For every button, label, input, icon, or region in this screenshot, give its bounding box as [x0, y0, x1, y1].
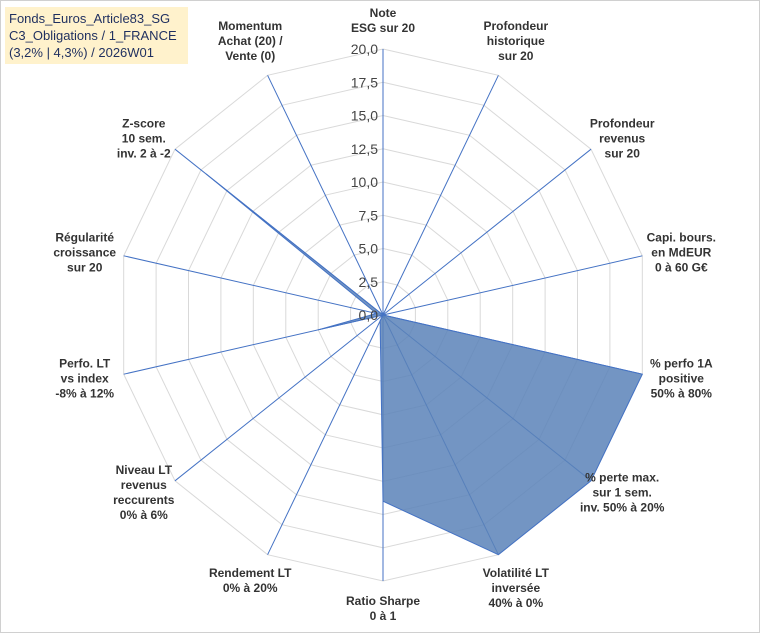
axis-label-1: Profondeur historique sur 20 — [483, 19, 548, 63]
axis-label-2-line-0: Profondeur — [590, 116, 655, 130]
axis-label-12-line-1: 10 sem. — [122, 131, 166, 145]
axis-label-5-line-2: inv. 50% à 20% — [580, 501, 665, 515]
axis-label-13-line-2: Vente (0) — [225, 49, 275, 63]
chart-title-line-3: (3,2% | 4,3%) / 2026W01 — [9, 45, 155, 60]
axis-spoke-3 — [382, 255, 643, 316]
axis-label-6-line-2: 40% à 0% — [488, 596, 543, 610]
series-area-polygon — [205, 173, 644, 556]
tick-label-4: 10,0 — [351, 174, 378, 190]
axis-spoke-13 — [267, 75, 384, 316]
axis-label-6-line-1: inversée — [491, 581, 540, 595]
tick-label-6: 15,0 — [351, 108, 378, 124]
axis-label-13-line-0: Momentum — [218, 19, 282, 33]
axis-spoke-11 — [123, 255, 384, 316]
tick-label-0: 0,0 — [359, 307, 379, 323]
axis-label-10-line-1: vs index — [61, 372, 109, 386]
axis-label-10: Perfo. LT vs index -8% à 12% — [55, 357, 114, 401]
axis-label-13: Momentum Achat (20) / Vente (0) — [218, 19, 283, 63]
axis-label-4-line-0: % perfo 1A — [650, 357, 713, 371]
axis-label-2-line-2: sur 20 — [605, 146, 641, 160]
axis-label-8-line-0: Rendement LT — [209, 566, 292, 580]
axis-label-0: Note ESG sur 20 — [351, 6, 415, 35]
axis-label-10-line-0: Perfo. LT — [59, 357, 111, 371]
axis-spoke-1 — [382, 75, 499, 316]
axis-label-0-line-1: ESG sur 20 — [351, 21, 415, 35]
axis-label-12-line-2: inv. 2 à -2 — [117, 146, 171, 160]
axis-label-0-line-0: Note — [370, 6, 397, 20]
axis-label-12-line-0: Z-score — [122, 116, 166, 130]
axis-label-11-line-2: sur 20 — [67, 260, 103, 274]
axis-label-9: Niveau LT revenus reccurents 0% à 6% — [113, 463, 175, 522]
axis-label-7-line-0: Ratio Sharpe — [346, 594, 420, 608]
axis-label-9-line-3: 0% à 6% — [120, 508, 168, 522]
axis-label-9-line-1: revenus — [121, 478, 167, 492]
axis-label-3-line-1: en MdEUR — [651, 245, 711, 259]
axis-label-12: Z-score 10 sem. inv. 2 à -2 — [117, 116, 171, 160]
axis-label-2: Profondeur revenus sur 20 — [590, 116, 655, 160]
axis-label-7-line-1: 0 à 1 — [370, 609, 397, 623]
axis-label-2-line-1: revenus — [599, 131, 645, 145]
tick-label-1: 2,5 — [359, 274, 379, 290]
axis-label-1-line-2: sur 20 — [498, 49, 534, 63]
axis-label-8-line-1: 0% à 20% — [223, 581, 278, 595]
axis-label-4-line-1: positive — [659, 372, 705, 386]
axis-label-11-line-0: Régularité — [55, 230, 114, 244]
tick-label-5: 12,5 — [351, 141, 378, 157]
axis-spoke-9 — [174, 314, 384, 482]
axis-label-9-line-2: reccurents — [113, 493, 175, 507]
axis-label-11-line-1: croissance — [53, 245, 116, 259]
axis-label-1-line-0: Profondeur — [483, 19, 548, 33]
axis-label-1-line-1: historique — [487, 34, 545, 48]
tick-label-8: 20,0 — [351, 41, 378, 57]
axis-spoke-8 — [267, 314, 384, 555]
axis-label-6: Volatilité LT inversée 40% à 0% — [483, 566, 550, 610]
chart-title-line-1: Fonds_Euros_Article83_SG — [9, 11, 171, 26]
axis-label-3: Capi. bours. en MdEUR 0 à 60 G€ — [647, 230, 716, 274]
category-axis-labels: Note ESG sur 20 Profondeur historique sur 20… — [53, 6, 716, 623]
tick-label-7: 17,5 — [351, 74, 378, 90]
chart-title: Fonds_Euros_Article83_SG C3_Obligations … — [5, 7, 188, 64]
axis-label-9-line-0: Niveau LT — [116, 463, 173, 477]
axis-label-13-line-1: Achat (20) / — [218, 34, 283, 48]
axis-label-4: % perfo 1A positive 50% à 80% — [650, 357, 713, 401]
tick-label-2: 5,0 — [359, 241, 379, 257]
axis-label-7: Ratio Sharpe 0 à 1 — [346, 594, 420, 623]
axis-label-5: % perte max. sur 1 sem. inv. 50% à 20% — [580, 471, 665, 515]
axis-label-5-line-1: sur 1 sem. — [593, 486, 652, 500]
axis-label-5-line-0: % perte max. — [585, 471, 659, 485]
radar-series-area — [205, 173, 644, 556]
axis-label-10-line-2: -8% à 12% — [55, 387, 114, 401]
axis-label-3-line-2: 0 à 60 G€ — [655, 260, 708, 274]
axis-label-4-line-2: 50% à 80% — [651, 387, 713, 401]
axis-label-11: Régularité croissance sur 20 — [53, 230, 116, 274]
axis-label-8: Rendement LT 0% à 20% — [209, 566, 292, 595]
chart-title-line-2: C3_Obligations / 1_FRANCE — [9, 28, 177, 43]
axis-spoke-2 — [382, 148, 592, 316]
tick-label-3: 7,5 — [359, 207, 379, 223]
axis-label-3-line-0: Capi. bours. — [647, 230, 716, 244]
axis-label-6-line-0: Volatilité LT — [483, 566, 550, 580]
radial-axis-ticks: 0,0 2,5 5,0 7,5 10,0 12,5 15,0 17,5 20,0 — [351, 41, 378, 323]
